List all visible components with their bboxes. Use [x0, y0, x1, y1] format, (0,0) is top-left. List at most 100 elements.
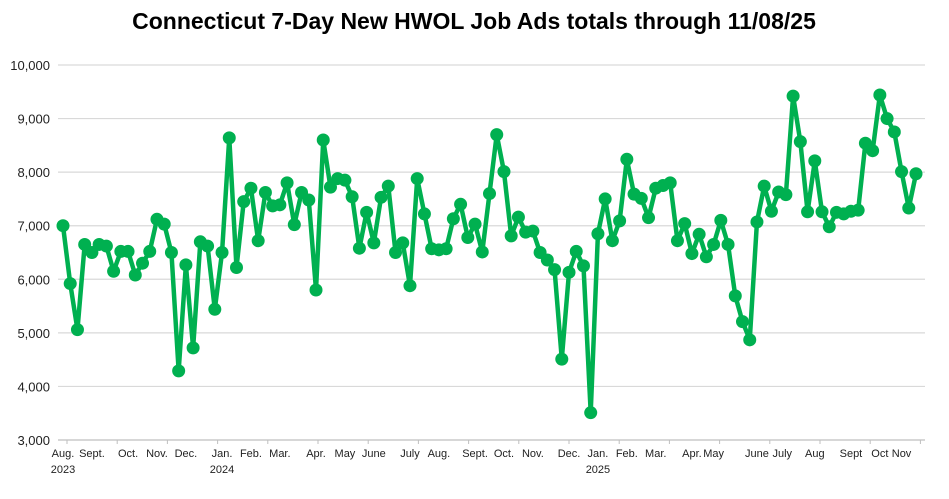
data-point: [316, 133, 330, 147]
x-tick-label: Apr.: [306, 448, 326, 460]
x-tick-label: Nov: [892, 448, 912, 460]
x-tick-label: June: [745, 448, 769, 460]
x-tick-label: Aug.: [52, 448, 75, 460]
data-point: [526, 224, 540, 238]
data-point: [620, 152, 634, 166]
data-point: [201, 239, 215, 253]
data-point: [721, 237, 735, 251]
data-point: [136, 256, 150, 270]
data-point: [822, 220, 836, 234]
y-tick-label: 9,000: [17, 112, 50, 127]
x-tick-label: Oct.: [118, 448, 138, 460]
data-point: [454, 197, 468, 211]
data-point: [497, 165, 511, 179]
data-point: [63, 277, 77, 291]
x-tick-label: Feb.: [240, 448, 262, 460]
data-point: [692, 227, 706, 241]
data-point: [381, 179, 395, 193]
data-point: [323, 180, 337, 194]
data-point: [895, 165, 909, 179]
data-point: [186, 341, 200, 355]
data-point: [598, 192, 612, 206]
y-tick-label: 7,000: [17, 219, 50, 234]
data-point: [374, 190, 388, 204]
data-point: [208, 302, 222, 316]
data-point: [880, 112, 894, 126]
data-point: [887, 125, 901, 139]
data-point: [439, 242, 453, 256]
data-point: [613, 214, 627, 228]
data-point: [287, 218, 301, 232]
data-point: [815, 205, 829, 219]
x-tick-label: Dec.: [175, 448, 198, 460]
data-point: [764, 204, 778, 218]
data-point: [511, 210, 525, 224]
data-point: [569, 244, 583, 258]
data-point: [757, 179, 771, 193]
data-point: [172, 364, 186, 378]
data-point: [699, 250, 713, 264]
y-tick-label: 8,000: [17, 165, 50, 180]
x-tick-label: July: [772, 448, 792, 460]
data-point: [909, 167, 923, 181]
x-tick-label: Sept: [840, 448, 863, 460]
data-point: [902, 201, 916, 215]
data-point: [793, 135, 807, 149]
x-tick-label: May: [703, 448, 724, 460]
data-point: [302, 193, 316, 207]
x-tick-label: Nov.: [522, 448, 544, 460]
data-point: [338, 173, 352, 187]
x-tick-label: May: [335, 448, 356, 460]
data-point: [396, 236, 410, 250]
x-tick-year-label: 2025: [586, 464, 610, 476]
data-point: [685, 247, 699, 261]
data-point: [786, 89, 800, 103]
y-tick-label: 5,000: [17, 326, 50, 341]
data-point: [490, 128, 504, 142]
x-tick-year-label: 2024: [210, 464, 234, 476]
data-point: [670, 234, 684, 248]
data-point: [548, 263, 562, 277]
x-tick-label: Sept.: [462, 448, 488, 460]
data-point: [591, 227, 605, 241]
data-point: [808, 154, 822, 168]
data-point: [99, 239, 113, 253]
x-tick-label: Mar.: [269, 448, 290, 460]
data-point: [360, 205, 374, 219]
data-point: [446, 212, 460, 226]
data-point: [750, 215, 764, 229]
series-line-path: [60, 92, 919, 415]
data-point: [736, 315, 750, 329]
data-point: [540, 253, 554, 267]
x-tick-label: Sept.: [79, 448, 105, 460]
data-point: [707, 237, 721, 251]
data-point: [605, 234, 619, 248]
data-point: [483, 187, 496, 201]
data-point: [873, 88, 887, 102]
x-tick-label: Apr.: [682, 448, 702, 460]
data-point: [555, 352, 569, 366]
data-point: [410, 172, 424, 186]
x-tick-label: Aug: [805, 448, 825, 460]
x-tick-label: Dec.: [558, 448, 581, 460]
data-point: [345, 190, 359, 204]
data-point: [642, 211, 656, 225]
data-point: [634, 191, 648, 205]
data-point: [70, 323, 84, 337]
x-tick-label: Nov.: [146, 448, 168, 460]
data-point: [352, 241, 366, 255]
data-point: [779, 188, 793, 202]
data-point: [179, 258, 193, 272]
data-point: [475, 245, 489, 259]
data-point: [244, 181, 258, 195]
data-point: [417, 207, 431, 221]
data-point: [801, 205, 815, 219]
data-point: [143, 244, 157, 258]
data-point: [851, 203, 865, 217]
data-point: [157, 217, 171, 231]
data-point: [576, 259, 590, 273]
x-tick-label: July: [400, 448, 420, 460]
x-tick-label: Oct.: [494, 448, 514, 460]
data-point: [251, 234, 265, 248]
